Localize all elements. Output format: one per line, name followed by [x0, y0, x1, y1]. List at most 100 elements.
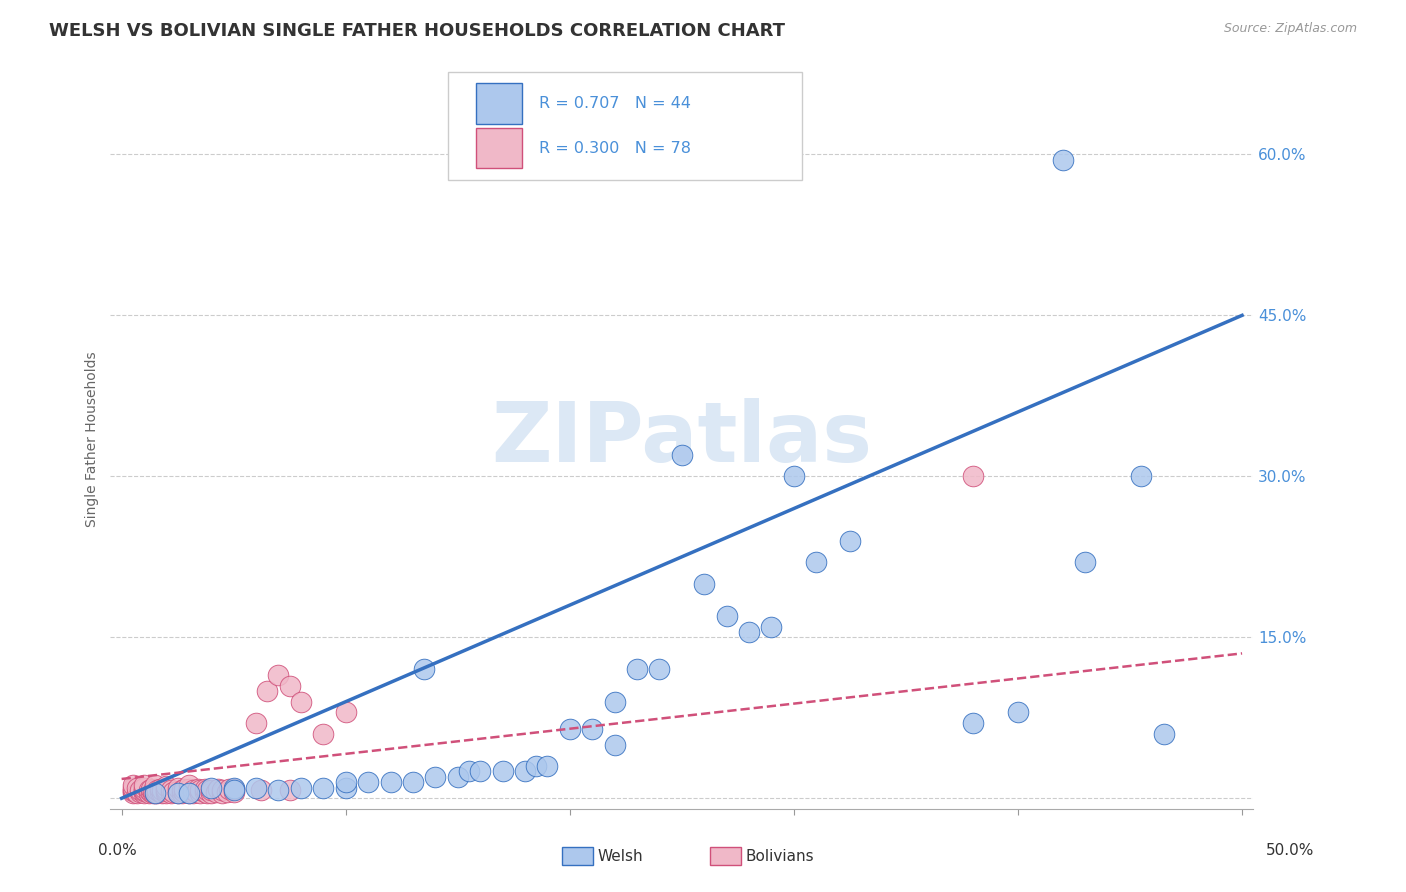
Point [166, 786, 188, 800]
Point [761, 619, 783, 633]
Point [139, 781, 162, 796]
Point [267, 782, 290, 797]
Point [160, 786, 183, 800]
Point [195, 782, 218, 797]
Point [215, 785, 238, 799]
Point [335, 775, 357, 789]
Point [132, 780, 155, 795]
Point [458, 764, 481, 779]
Point [335, 780, 357, 795]
Point [177, 784, 200, 798]
Point [121, 778, 143, 792]
Point [177, 786, 200, 800]
Point [211, 782, 233, 797]
Point [603, 738, 626, 752]
Point [447, 770, 470, 784]
Point [139, 785, 162, 799]
Point [693, 576, 716, 591]
Point [188, 782, 211, 797]
Point [150, 786, 173, 800]
Point [222, 785, 245, 799]
Point [267, 668, 290, 682]
Point [127, 786, 149, 800]
Point [380, 775, 402, 789]
Point [357, 775, 380, 789]
Point [155, 780, 177, 794]
Point [193, 785, 215, 799]
Point [249, 782, 271, 797]
Point [200, 782, 222, 797]
Point [142, 786, 165, 800]
Point [155, 786, 177, 800]
Point [173, 781, 195, 796]
Point [138, 786, 160, 800]
Point [166, 784, 188, 798]
Point [177, 781, 200, 796]
Text: R = 0.707   N = 44: R = 0.707 N = 44 [538, 96, 690, 112]
Point [806, 555, 828, 569]
Point [200, 780, 222, 795]
Text: WELSH VS BOLIVIAN SINGLE FATHER HOUSEHOLDS CORRELATION CHART: WELSH VS BOLIVIAN SINGLE FATHER HOUSEHOL… [49, 22, 785, 40]
Point [132, 782, 155, 797]
Text: R = 0.300   N = 78: R = 0.300 N = 78 [538, 141, 690, 155]
FancyBboxPatch shape [447, 72, 801, 179]
FancyBboxPatch shape [477, 83, 522, 124]
Point [1153, 727, 1175, 741]
Point [146, 786, 169, 800]
Point [470, 764, 492, 779]
Point [143, 786, 166, 800]
Point [143, 786, 166, 800]
Point [558, 722, 581, 736]
Point [143, 778, 166, 792]
Point [183, 782, 205, 797]
Point [783, 469, 806, 483]
Point [716, 608, 738, 623]
Point [222, 782, 245, 797]
Text: Source: ZipAtlas.com: Source: ZipAtlas.com [1223, 22, 1357, 36]
Point [211, 786, 233, 800]
Point [222, 780, 245, 795]
Point [142, 784, 165, 798]
Point [177, 786, 200, 800]
Point [290, 695, 312, 709]
Point [312, 780, 335, 795]
Point [256, 684, 278, 698]
Point [177, 778, 200, 792]
Point [149, 785, 172, 799]
Point [626, 663, 648, 677]
Text: 0.0%: 0.0% [98, 843, 138, 858]
Point [127, 780, 149, 795]
Point [278, 679, 301, 693]
Point [603, 695, 626, 709]
Point [128, 785, 150, 799]
Point [671, 448, 693, 462]
Point [425, 770, 447, 784]
Point [200, 786, 222, 800]
Y-axis label: Single Father Households: Single Father Households [86, 351, 100, 526]
Point [222, 781, 245, 796]
Point [536, 759, 558, 773]
Point [121, 786, 143, 800]
Point [146, 782, 169, 797]
Point [121, 782, 143, 797]
Point [187, 781, 209, 796]
Point [402, 775, 425, 789]
Point [121, 784, 143, 798]
Point [581, 722, 603, 736]
Point [149, 781, 172, 796]
Point [290, 780, 312, 795]
Point [245, 716, 267, 731]
Text: 50.0%: 50.0% [1267, 843, 1315, 858]
Point [162, 785, 184, 799]
Point [193, 781, 215, 796]
Point [491, 764, 513, 779]
Point [312, 727, 335, 741]
Point [155, 781, 177, 796]
Point [143, 784, 166, 798]
Point [160, 782, 183, 797]
Text: Bolivians: Bolivians [745, 849, 814, 863]
Point [188, 786, 211, 800]
Point [166, 786, 188, 800]
Point [132, 784, 155, 798]
Point [524, 759, 547, 773]
